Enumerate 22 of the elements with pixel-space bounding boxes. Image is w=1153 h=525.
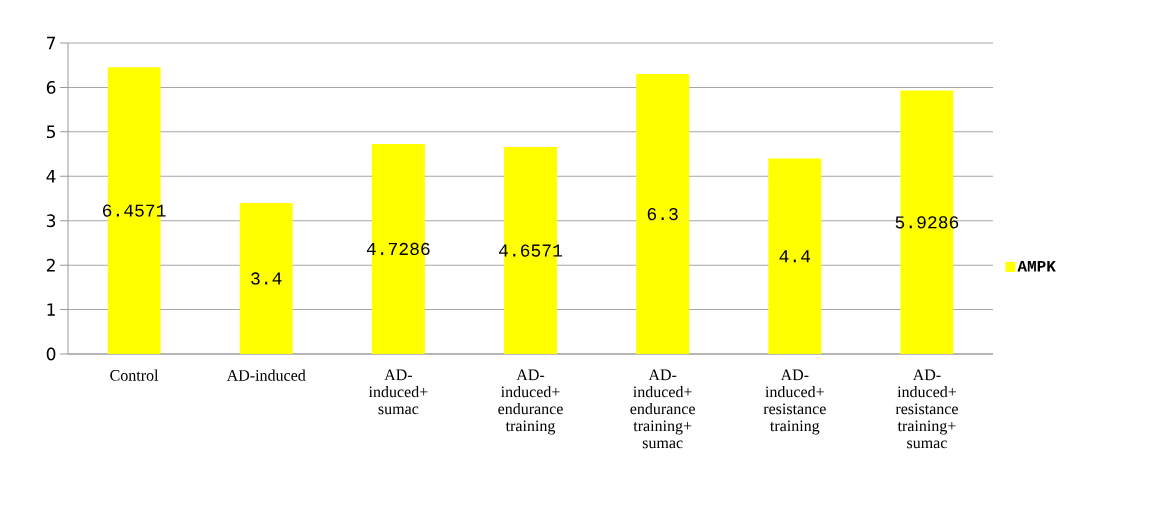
x-tick-label: AD-induced [226,369,306,381]
x-tick-label: Control [110,369,159,381]
y-tick-label: 1 [47,303,55,316]
bar [768,158,822,354]
bar [636,74,690,354]
data-label: 4.4 [779,250,811,263]
y-tick-label: 2 [46,258,55,272]
y-tick-label: 7 [47,36,56,50]
y-tick-label: 3 [46,214,56,228]
x-tick-label: AD-induced+ resistance training+ sumac [895,369,958,449]
bar [239,202,293,354]
data-label: 3.4 [251,272,282,285]
legend-label: AMPK [1017,260,1056,272]
x-tick-label: AD-induced+ resistance training [763,369,826,435]
y-tick-label: 5 [46,125,55,139]
y-tick-label: 6 [46,81,56,94]
y-tick-label: 4 [46,170,56,183]
x-tick-label: AD-induced+ endurance training [498,369,563,435]
x-tick-label: AD-induced+ endurance training+ sumac [630,369,695,449]
data-label: 6.3 [647,207,678,221]
y-tick-label: 0 [46,347,56,361]
x-tick-label: AD-induced+ sumac [368,369,428,415]
